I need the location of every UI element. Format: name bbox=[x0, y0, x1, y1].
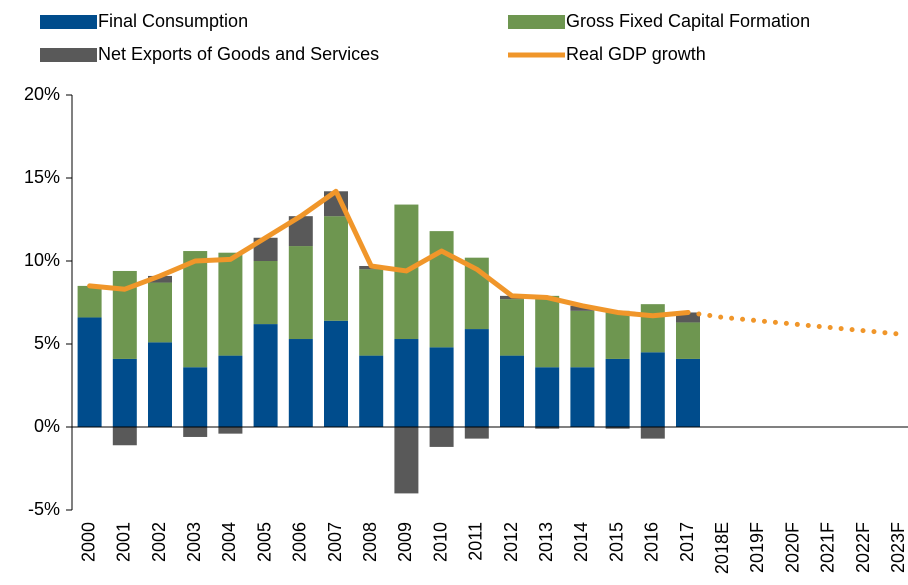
x-tick-label: 2021F bbox=[818, 522, 838, 573]
x-tick-label: 2000 bbox=[78, 522, 98, 562]
x-tick-label: 2020F bbox=[782, 522, 802, 573]
legend-label: Final Consumption bbox=[98, 11, 248, 31]
y-tick-label: -5% bbox=[28, 499, 60, 519]
x-tick-label: 2017 bbox=[677, 522, 697, 562]
bar bbox=[183, 251, 208, 368]
x-tick-label: 2004 bbox=[219, 522, 239, 562]
bar bbox=[676, 322, 700, 359]
bar bbox=[148, 342, 172, 427]
line bbox=[87, 188, 691, 319]
x-tick-label: 2009 bbox=[395, 522, 415, 562]
bar bbox=[570, 367, 595, 427]
bar bbox=[148, 282, 172, 343]
bar bbox=[640, 304, 665, 353]
x-tick-label: 2016 bbox=[642, 522, 662, 562]
y-tick-label: 15% bbox=[24, 167, 60, 187]
bar bbox=[77, 317, 102, 427]
legend-label: Net Exports of Goods and Services bbox=[98, 44, 379, 64]
x-tick-label: 2002 bbox=[149, 522, 169, 562]
y-tick-label: 5% bbox=[34, 333, 60, 353]
bar bbox=[676, 312, 700, 323]
legend-swatch bbox=[508, 15, 565, 29]
bar bbox=[605, 358, 630, 427]
bar bbox=[288, 246, 313, 340]
x-tick-label: 2003 bbox=[184, 522, 204, 562]
bar bbox=[183, 427, 208, 437]
bar bbox=[535, 427, 560, 429]
bar bbox=[324, 216, 348, 321]
x-tick-label: 2010 bbox=[430, 522, 450, 562]
x-tick-label: 2015 bbox=[606, 522, 626, 562]
x-tick-label: 2005 bbox=[254, 522, 274, 562]
x-tick-label: 2001 bbox=[114, 522, 134, 562]
x-tick-label: 2008 bbox=[360, 522, 380, 562]
x-tick-label: 2013 bbox=[536, 522, 556, 562]
bar bbox=[253, 324, 278, 427]
bar bbox=[605, 310, 630, 359]
bar bbox=[288, 339, 313, 427]
bar bbox=[77, 285, 102, 318]
x-tick-label: 2007 bbox=[325, 522, 345, 562]
bar bbox=[324, 320, 348, 427]
bar bbox=[253, 261, 278, 325]
bar bbox=[500, 355, 524, 427]
bar bbox=[429, 347, 454, 427]
bar bbox=[640, 352, 665, 427]
legend-swatch bbox=[40, 48, 97, 62]
bar bbox=[112, 427, 137, 446]
bar bbox=[605, 427, 630, 429]
x-tick-label: 2011 bbox=[466, 522, 486, 561]
x-tick-label: 2012 bbox=[501, 522, 521, 562]
bar bbox=[183, 367, 208, 427]
bar bbox=[464, 427, 489, 439]
x-tick-label: 2023F bbox=[888, 522, 908, 573]
y-tick-label: 10% bbox=[24, 250, 60, 270]
y-tick-label: 0% bbox=[34, 416, 60, 436]
bar bbox=[429, 427, 454, 447]
bar bbox=[640, 427, 665, 439]
bar bbox=[394, 339, 419, 427]
bar bbox=[676, 358, 700, 427]
legend-label: Real GDP growth bbox=[566, 44, 706, 64]
bar bbox=[570, 310, 595, 368]
x-tick-label: 2014 bbox=[571, 522, 591, 562]
x-tick-label: 2018E bbox=[712, 522, 732, 574]
bar bbox=[464, 329, 489, 427]
line bbox=[685, 309, 902, 337]
bar bbox=[218, 427, 243, 434]
bar bbox=[112, 358, 137, 427]
bar bbox=[500, 299, 524, 356]
bar bbox=[535, 367, 560, 427]
x-tick-label: 2022F bbox=[853, 522, 873, 573]
bar bbox=[359, 269, 384, 356]
legend-label: Gross Fixed Capital Formation bbox=[566, 11, 810, 31]
bar bbox=[359, 355, 384, 427]
bar bbox=[535, 295, 560, 368]
x-tick-label: 2019F bbox=[747, 522, 767, 573]
x-tick-label: 2006 bbox=[290, 522, 310, 562]
bar bbox=[148, 275, 172, 283]
legend-swatch bbox=[40, 15, 97, 29]
bar bbox=[218, 355, 243, 427]
bar bbox=[218, 252, 243, 356]
y-tick-label: 20% bbox=[24, 84, 60, 104]
bar bbox=[394, 427, 419, 494]
